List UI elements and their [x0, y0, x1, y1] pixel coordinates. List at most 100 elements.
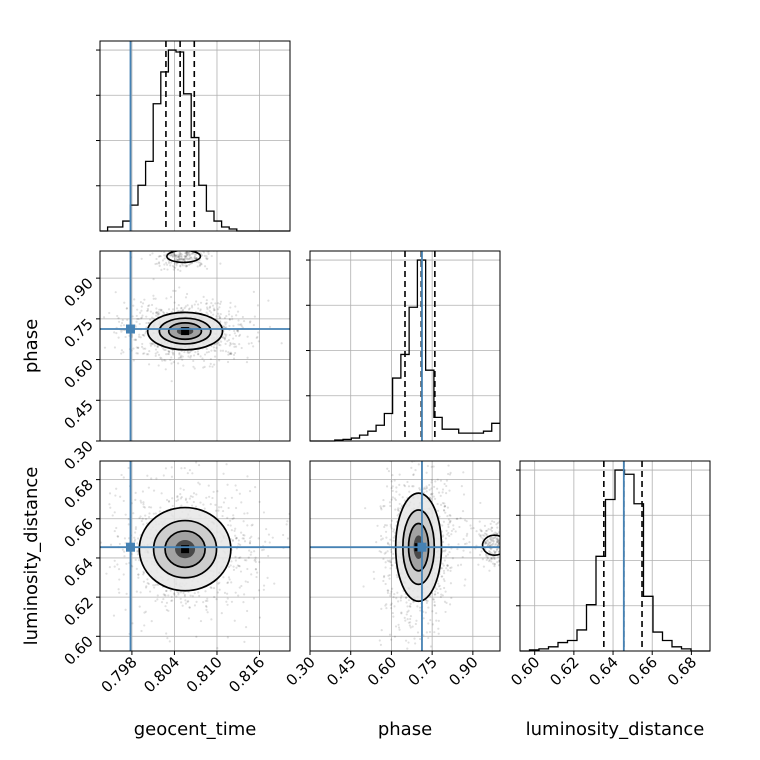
sample-point — [164, 348, 167, 352]
sample-point — [400, 611, 403, 614]
sample-point — [429, 408, 431, 410]
sample-point — [139, 336, 142, 339]
sample-point — [168, 640, 171, 643]
sample-point — [428, 488, 431, 491]
sample-point — [179, 591, 182, 594]
sample-point — [137, 573, 140, 576]
sample-point — [240, 323, 243, 326]
sample-point — [156, 598, 159, 601]
sample-point — [224, 497, 227, 500]
sample-point — [123, 537, 127, 540]
sample-point — [155, 311, 158, 314]
sample-point — [398, 502, 401, 506]
sample-point — [248, 549, 251, 552]
sample-point — [113, 511, 116, 514]
sample-point — [136, 352, 139, 355]
sample-point — [495, 532, 498, 535]
sample-point — [227, 565, 231, 569]
sample-point — [490, 540, 493, 543]
sample-point — [507, 561, 509, 563]
sample-point — [412, 601, 415, 604]
sample-point — [226, 603, 229, 606]
sample-point — [266, 576, 269, 579]
sample-point — [158, 510, 161, 513]
sample-point — [176, 495, 179, 498]
sample-point — [191, 472, 194, 475]
sample-point — [409, 614, 413, 618]
sample-point — [497, 550, 500, 554]
sample-point — [175, 254, 178, 257]
sample-point — [222, 576, 225, 579]
sample-point — [447, 464, 450, 467]
sample-point — [118, 591, 121, 594]
sample-point — [201, 247, 203, 249]
sample-point — [493, 557, 496, 561]
sample-point — [155, 583, 158, 586]
sample-point — [450, 533, 453, 536]
truth-marker — [125, 542, 135, 552]
sample-point — [220, 506, 223, 509]
sample-point — [108, 311, 111, 315]
sample-point — [503, 540, 505, 542]
sample-point — [485, 534, 488, 537]
sample-point — [188, 251, 191, 254]
sample-point — [155, 314, 158, 317]
sample-point — [442, 508, 446, 512]
sample-point — [171, 252, 175, 255]
sample-point — [447, 531, 450, 535]
sample-point — [187, 351, 190, 355]
sample-point — [398, 628, 401, 631]
sample-point — [167, 349, 170, 353]
sample-point — [223, 333, 226, 336]
sample-point — [120, 321, 124, 325]
sample-point — [175, 264, 178, 267]
sample-point — [167, 499, 171, 503]
sample-point — [159, 309, 163, 312]
sample-point — [134, 558, 137, 561]
sample-point — [431, 610, 434, 613]
sample-point — [256, 304, 260, 307]
sample-point — [228, 318, 232, 321]
sample-point — [133, 298, 136, 301]
sample-point — [234, 484, 237, 487]
x-tick-label-luminosity_distance: 0.62 — [546, 653, 582, 689]
sample-point — [146, 578, 149, 581]
sample-point — [227, 353, 230, 356]
sample-point — [237, 323, 240, 326]
sample-point — [202, 295, 205, 298]
sample-point — [177, 259, 180, 262]
sample-point — [243, 593, 246, 596]
sample-point — [436, 591, 439, 595]
sample-point — [190, 240, 192, 242]
sample-point — [398, 473, 401, 476]
sample-point — [185, 265, 188, 268]
sample-point — [193, 592, 196, 595]
sample-point — [230, 315, 234, 318]
sample-point — [468, 541, 471, 544]
sample-point — [132, 512, 135, 515]
marginal-panel-geocent_time — [96, 40, 291, 232]
sample-point — [142, 352, 145, 355]
sample-point — [188, 606, 191, 609]
sample-point — [407, 641, 410, 644]
sample-point — [493, 563, 496, 566]
sample-point — [462, 549, 465, 552]
sample-point — [246, 512, 249, 515]
sample-point — [490, 560, 493, 563]
sample-point — [188, 257, 192, 260]
sample-point — [147, 321, 150, 325]
sample-point — [485, 542, 488, 545]
sample-point — [167, 352, 171, 356]
sample-point — [231, 517, 234, 521]
y-tick-label-luminosity_distance: 0.66 — [60, 515, 96, 551]
sample-point — [267, 554, 270, 558]
sample-point — [195, 493, 198, 496]
sample-point — [492, 540, 495, 543]
sample-point — [402, 452, 404, 454]
sample-point — [383, 552, 386, 555]
sample-point — [174, 255, 177, 258]
sample-point — [191, 252, 194, 255]
sample-point — [173, 301, 176, 304]
sample-point — [186, 252, 189, 255]
sample-point — [115, 526, 118, 530]
